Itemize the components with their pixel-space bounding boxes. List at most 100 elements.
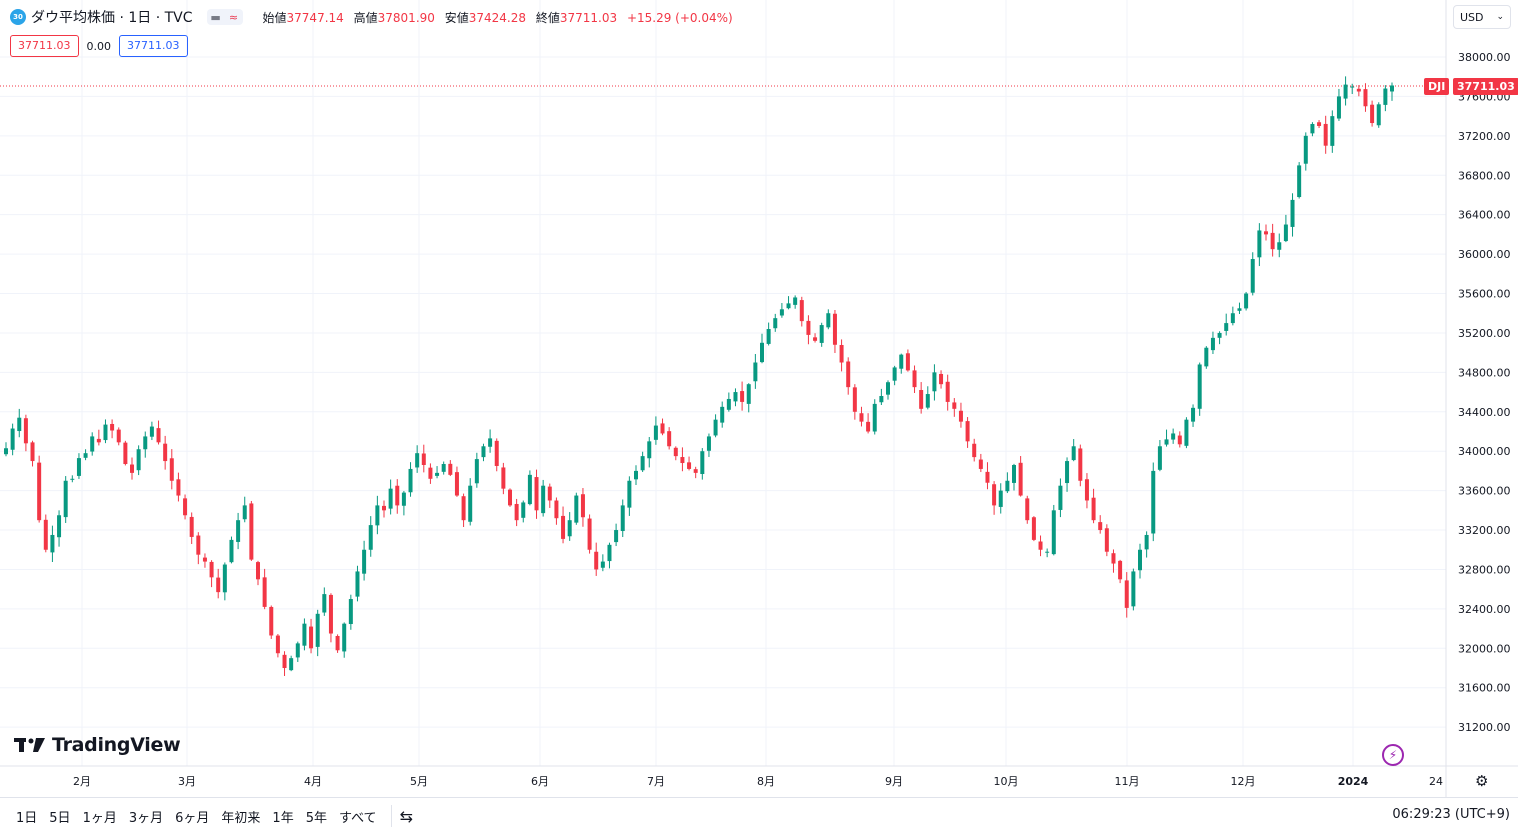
candle	[1204, 346, 1209, 369]
candle	[1277, 233, 1282, 258]
candle	[607, 542, 612, 569]
candle	[83, 449, 88, 461]
candle	[1065, 457, 1070, 492]
range-3m-button[interactable]: 3ヶ月	[128, 810, 164, 826]
candle	[1230, 306, 1235, 326]
wave-icon[interactable]: ≈	[228, 10, 239, 24]
candle	[726, 392, 731, 412]
time-axis[interactable]: 2月 3月 4月 5月 6月 7月 8月 9月 10月 11月 12月 2024 24	[73, 775, 1443, 788]
candle	[461, 493, 466, 528]
candle	[806, 315, 811, 345]
range-6m-button[interactable]: 6ヶ月	[175, 810, 210, 826]
candle	[169, 449, 174, 490]
candle	[382, 500, 386, 518]
range-ytd-button[interactable]: 年初来	[221, 810, 261, 826]
range-1m-button[interactable]: 1ヶ月	[82, 810, 117, 826]
candle	[1177, 431, 1182, 448]
y-tick-label: 33600.00	[1458, 485, 1511, 498]
candle	[945, 374, 950, 411]
y-tick-label: 34000.00	[1458, 445, 1511, 458]
candle	[547, 483, 552, 508]
candle	[700, 448, 705, 480]
candle	[1257, 223, 1262, 267]
low-label: 安値	[444, 10, 469, 25]
y-tick-label: 32400.00	[1458, 603, 1511, 616]
candle	[1343, 76, 1348, 106]
candle	[554, 497, 559, 525]
candle	[952, 398, 957, 417]
lightning-icon[interactable]: ⚡	[1382, 744, 1404, 766]
candle	[965, 417, 970, 448]
candle	[355, 565, 360, 602]
candle	[852, 384, 857, 420]
price-chart[interactable]: 38000.0037600.0037200.0036800.0036400.00…	[0, 0, 1518, 797]
candle	[958, 402, 963, 428]
candle	[1171, 428, 1176, 444]
candle	[660, 418, 665, 436]
candle	[819, 322, 824, 347]
candle	[481, 443, 486, 462]
range-5d-button[interactable]: 5日	[49, 810, 71, 826]
candle	[1157, 440, 1162, 472]
candle	[939, 370, 944, 389]
candle	[1356, 85, 1361, 97]
range-1d-button[interactable]: 1日	[16, 810, 38, 826]
candle	[116, 427, 121, 446]
candle	[1250, 252, 1255, 296]
x-tick-label: 7月	[647, 775, 665, 788]
candle	[189, 512, 194, 545]
range-5y-button[interactable]: 5年	[305, 810, 327, 826]
candle	[368, 516, 373, 557]
candle	[879, 388, 884, 406]
candle	[706, 433, 711, 457]
candle	[103, 419, 108, 444]
candle	[501, 462, 506, 495]
candle	[1390, 82, 1394, 101]
candle	[687, 456, 692, 471]
symbol-title[interactable]: ダウ平均株価 · 1日 · TVC	[31, 10, 193, 26]
sell-button[interactable]: 37711.03	[10, 35, 79, 57]
open-value: 37747.14	[286, 10, 344, 25]
candle	[57, 510, 62, 547]
candle	[70, 475, 75, 483]
candle	[262, 568, 267, 610]
spread-value: 0.00	[86, 39, 112, 53]
currency-select[interactable]: USD ⌄	[1453, 5, 1511, 29]
range-all-button[interactable]: すべて	[338, 810, 377, 826]
candle	[428, 463, 433, 484]
tv-logo-icon	[14, 738, 45, 752]
candle	[1071, 439, 1076, 462]
candle	[494, 438, 499, 472]
candle	[832, 309, 837, 353]
buy-button[interactable]: 37711.03	[119, 35, 188, 57]
clock[interactable]: 06:29:23 (UTC+9)	[1392, 807, 1510, 822]
range-1y-button[interactable]: 1年	[272, 810, 294, 826]
candle	[1124, 572, 1129, 618]
gear-icon[interactable]: ⚙	[1475, 772, 1489, 790]
candle	[1270, 223, 1275, 257]
candle	[1363, 83, 1368, 112]
symbol-price-tag: DJI	[1424, 78, 1450, 95]
candle	[1350, 83, 1355, 95]
candle	[925, 386, 930, 410]
legend-toggle[interactable]: ▬ ≈	[206, 9, 243, 25]
candle	[866, 413, 871, 434]
tradingview-logo[interactable]: TradingView	[14, 734, 181, 756]
price-axis[interactable]: 38000.0037600.0037200.0036800.0036400.00…	[1458, 51, 1511, 734]
candle	[760, 333, 764, 364]
candle	[541, 479, 546, 517]
candle	[468, 478, 473, 526]
close-value: 37711.03	[559, 10, 618, 25]
candle	[202, 553, 207, 568]
candle	[1144, 531, 1149, 558]
candle	[143, 431, 148, 458]
calendar-goto-icon[interactable]: ⇆	[399, 806, 413, 826]
candle	[17, 408, 22, 438]
candle	[302, 618, 307, 651]
candle	[826, 309, 831, 330]
candle	[1104, 524, 1109, 557]
open-label: 始値	[262, 10, 287, 25]
last-price-tag: 37711.03	[1453, 78, 1518, 95]
candle	[76, 453, 81, 479]
minus-icon[interactable]: ▬	[210, 10, 221, 24]
